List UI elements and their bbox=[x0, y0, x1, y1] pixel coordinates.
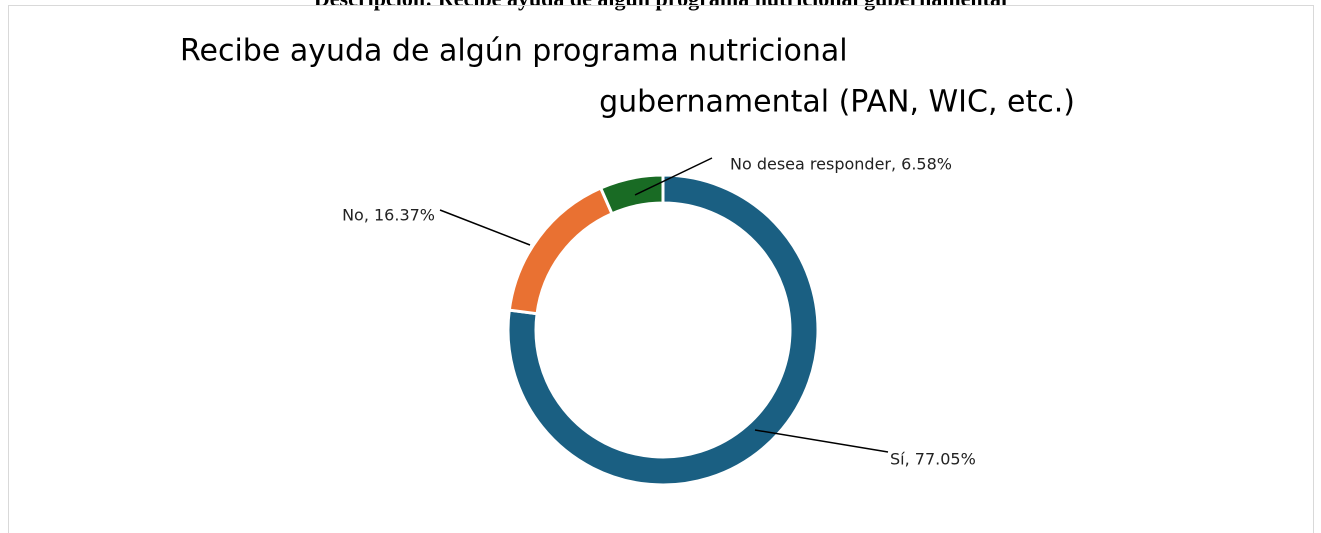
donut-segment bbox=[598, 173, 665, 216]
leader-line bbox=[634, 157, 713, 196]
chart-frame bbox=[8, 5, 1314, 533]
leader-line bbox=[754, 429, 889, 453]
data-label: No, 16.37% bbox=[342, 206, 435, 225]
chart-title: gubernamental (PAN, WIC, etc.) bbox=[599, 85, 1075, 120]
leader-line bbox=[439, 209, 531, 246]
chart-title: Recibe ayuda de algún programa nutricion… bbox=[180, 34, 848, 69]
donut-segment bbox=[507, 186, 614, 316]
data-label: No desea responder, 6.58% bbox=[730, 155, 952, 174]
donut-segment bbox=[506, 173, 820, 487]
data-label: Sí, 77.05% bbox=[890, 450, 976, 469]
